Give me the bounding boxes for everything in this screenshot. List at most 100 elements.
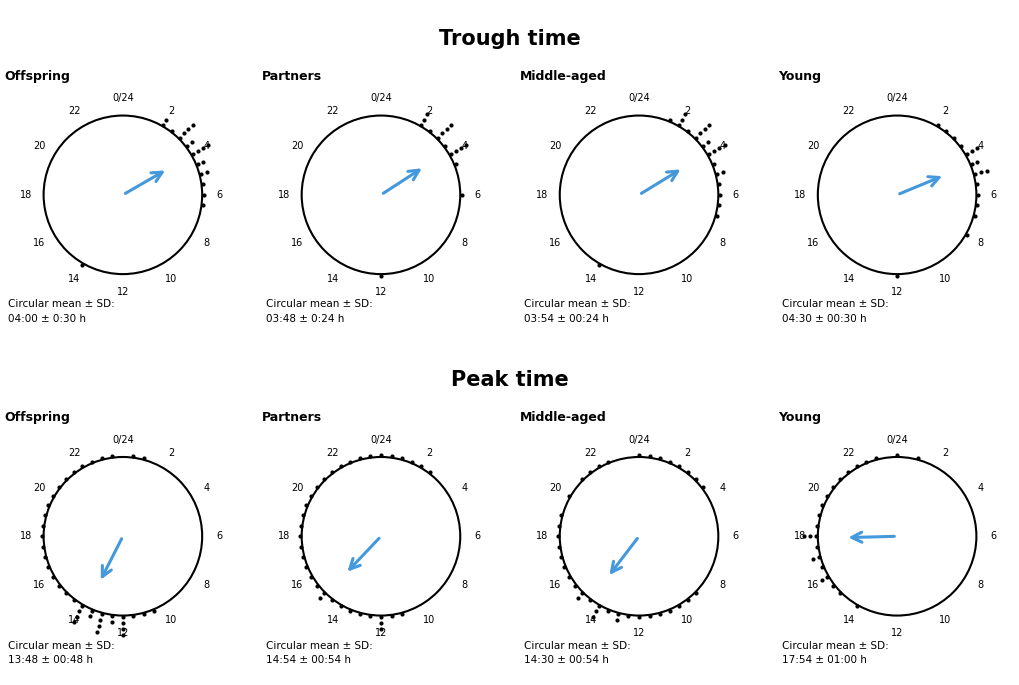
Text: 8: 8: [462, 580, 468, 590]
Text: 18: 18: [20, 532, 33, 541]
Text: 20: 20: [806, 142, 818, 151]
Text: 0/24: 0/24: [370, 434, 391, 445]
Text: 0/24: 0/24: [628, 434, 649, 445]
Text: 20: 20: [290, 483, 303, 493]
Text: 6: 6: [474, 532, 480, 541]
Text: 10: 10: [938, 273, 951, 284]
Text: 12: 12: [890, 628, 903, 638]
Text: 4: 4: [462, 483, 468, 493]
Text: 2: 2: [168, 447, 174, 458]
Text: 10: 10: [165, 273, 177, 284]
Text: 12: 12: [890, 286, 903, 297]
Text: 2: 2: [942, 447, 948, 458]
Text: Offspring: Offspring: [4, 411, 69, 424]
Text: Middle-aged: Middle-aged: [520, 70, 606, 83]
Text: 2: 2: [168, 106, 174, 116]
Text: 14: 14: [584, 615, 596, 625]
Text: 22: 22: [68, 447, 81, 458]
Text: 13:48 ± 00:48 h: 13:48 ± 00:48 h: [8, 656, 93, 665]
Text: 2: 2: [426, 106, 432, 116]
Text: 14: 14: [68, 273, 81, 284]
Text: 17:54 ± 01:00 h: 17:54 ± 01:00 h: [782, 656, 866, 665]
Text: 20: 20: [290, 142, 303, 151]
Text: 22: 22: [584, 106, 596, 116]
Text: 2: 2: [684, 447, 690, 458]
Text: 20: 20: [33, 483, 45, 493]
Text: 03:48 ± 0:24 h: 03:48 ± 0:24 h: [266, 314, 344, 324]
Text: 22: 22: [842, 447, 854, 458]
Text: Circular mean ± SD:: Circular mean ± SD:: [782, 641, 888, 651]
Text: 0/24: 0/24: [886, 434, 907, 445]
Text: 18: 18: [536, 532, 548, 541]
Text: 8: 8: [462, 238, 468, 248]
Text: 4: 4: [204, 483, 210, 493]
Text: 10: 10: [938, 615, 951, 625]
Text: Circular mean ± SD:: Circular mean ± SD:: [266, 641, 372, 651]
Text: 22: 22: [326, 106, 338, 116]
Text: 14:30 ± 00:54 h: 14:30 ± 00:54 h: [524, 656, 608, 665]
Text: 16: 16: [290, 238, 303, 248]
Text: 8: 8: [977, 238, 983, 248]
Text: 14: 14: [584, 273, 596, 284]
Text: 12: 12: [374, 628, 387, 638]
Text: 10: 10: [681, 615, 693, 625]
Text: 6: 6: [216, 190, 222, 200]
Text: 12: 12: [116, 628, 129, 638]
Text: 22: 22: [584, 447, 596, 458]
Text: 10: 10: [423, 273, 435, 284]
Text: 16: 16: [33, 238, 45, 248]
Text: 18: 18: [794, 532, 806, 541]
Text: 2: 2: [684, 106, 690, 116]
Text: 20: 20: [33, 142, 45, 151]
Text: Circular mean ± SD:: Circular mean ± SD:: [266, 299, 372, 310]
Text: 16: 16: [806, 580, 818, 590]
Text: 18: 18: [794, 190, 806, 200]
Text: 8: 8: [719, 580, 726, 590]
Text: 4: 4: [719, 142, 726, 151]
Text: 4: 4: [204, 142, 210, 151]
Text: 12: 12: [116, 286, 129, 297]
Text: 10: 10: [681, 273, 693, 284]
Text: 18: 18: [20, 190, 33, 200]
Text: Circular mean ± SD:: Circular mean ± SD:: [782, 299, 888, 310]
Text: 2: 2: [426, 447, 432, 458]
Text: 16: 16: [548, 580, 560, 590]
Text: Young: Young: [777, 411, 820, 424]
Text: 0/24: 0/24: [112, 93, 133, 103]
Text: 22: 22: [842, 106, 854, 116]
Text: 14: 14: [326, 273, 338, 284]
Text: 8: 8: [204, 238, 210, 248]
Text: Offspring: Offspring: [4, 70, 69, 83]
Text: 03:54 ± 00:24 h: 03:54 ± 00:24 h: [524, 314, 608, 324]
Text: 6: 6: [989, 190, 996, 200]
Text: 20: 20: [548, 142, 560, 151]
Text: 20: 20: [806, 483, 818, 493]
Text: 16: 16: [548, 238, 560, 248]
Text: 0/24: 0/24: [112, 434, 133, 445]
Text: 16: 16: [33, 580, 45, 590]
Text: Circular mean ± SD:: Circular mean ± SD:: [524, 641, 630, 651]
Text: Partners: Partners: [262, 70, 322, 83]
Text: 6: 6: [216, 532, 222, 541]
Text: 6: 6: [989, 532, 996, 541]
Text: Peak time: Peak time: [450, 370, 569, 390]
Text: 18: 18: [278, 532, 290, 541]
Text: 14: 14: [842, 273, 854, 284]
Text: 0/24: 0/24: [886, 93, 907, 103]
Text: Partners: Partners: [262, 411, 322, 424]
Text: Circular mean ± SD:: Circular mean ± SD:: [524, 299, 630, 310]
Text: 16: 16: [806, 238, 818, 248]
Text: 2: 2: [942, 106, 948, 116]
Text: 6: 6: [474, 190, 480, 200]
Text: 12: 12: [632, 286, 645, 297]
Text: 04:00 ± 0:30 h: 04:00 ± 0:30 h: [8, 314, 86, 324]
Text: 18: 18: [536, 190, 548, 200]
Text: 0/24: 0/24: [628, 93, 649, 103]
Text: 22: 22: [68, 106, 81, 116]
Text: 4: 4: [977, 142, 983, 151]
Text: 12: 12: [632, 628, 645, 638]
Text: 14: 14: [842, 615, 854, 625]
Text: 18: 18: [278, 190, 290, 200]
Text: 8: 8: [204, 580, 210, 590]
Text: 6: 6: [732, 532, 738, 541]
